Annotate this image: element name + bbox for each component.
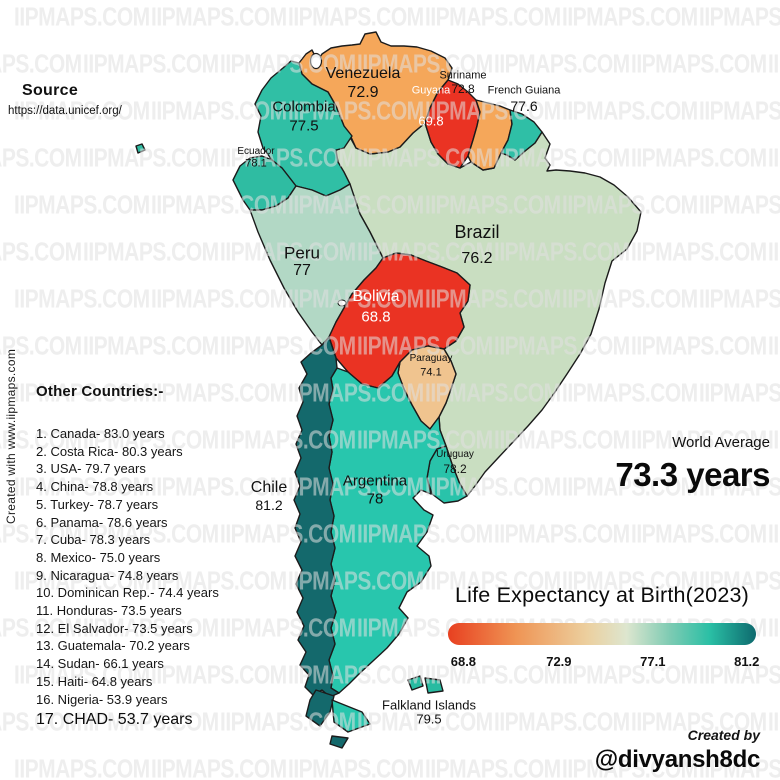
legend-tick-label: 68.8	[450, 654, 477, 669]
lake-maracaibo	[309, 52, 323, 70]
country-label-bolivia-name: Bolivia	[352, 288, 400, 305]
country-label-peru-value: 77	[293, 262, 311, 279]
other-country-item: 15. Haiti- 64.8 years	[36, 673, 153, 689]
other-country-item: 5. Turkey- 78.7 years	[36, 496, 159, 512]
legend-tick-label: 81.2	[734, 654, 760, 669]
country-label-chile-value: 81.2	[255, 497, 283, 513]
side-credit: Created with www.iipmaps.com	[4, 348, 18, 524]
creator-block: Created by @divyansh8dc	[594, 727, 761, 774]
other-countries-block: Other Countries:- 1. Canada- 83.0 years 2…	[36, 383, 219, 729]
tierra-del-fuego-west	[305, 689, 335, 727]
galapagos-island	[135, 143, 146, 154]
country-label-guyana-name: Guyana	[411, 84, 451, 97]
tierra-del-fuego-east	[331, 699, 371, 733]
creator-handle: @divyansh8dc	[594, 746, 761, 773]
country-label-venezuela-name: Venezuela	[325, 65, 401, 82]
other-country-item: 13. Guatemala- 70.2 years	[36, 638, 190, 654]
world-average-label: World Average	[672, 434, 770, 451]
other-country-item: 4. China- 78.8 years	[36, 479, 154, 495]
country-label-french-guiana-value: 77.6	[510, 98, 538, 114]
country-label-brazil-value: 76.2	[461, 250, 493, 267]
other-country-item: 9. Nicaragua- 74.8 years	[36, 567, 179, 583]
country-label-brazil-name: Brazil	[454, 222, 500, 242]
falkland-island-west	[407, 675, 424, 691]
country-label-chile-name: Chile	[250, 479, 288, 496]
world-average-block: World Average 73.3 years	[615, 434, 770, 494]
other-country-item: 8. Mexico- 75.0 years	[36, 549, 161, 565]
country-label-uruguay-value: 78.2	[443, 462, 467, 476]
other-country-item: 11. Honduras- 73.5 years	[36, 603, 182, 619]
other-countries-list: 1. Canada- 83.0 years 2. Costa Rica- 80.3…	[36, 425, 219, 708]
country-label-ecuador-name: Ecuador	[237, 146, 275, 157]
country-label-colombia-name: Colombia	[272, 98, 336, 116]
cape-horn-island	[329, 735, 349, 749]
other-countries-heading: Other Countries:-	[36, 383, 164, 400]
country-shape-guyana	[424, 79, 481, 169]
country-label-french-guiana-name: French Guiana	[487, 84, 561, 97]
legend-gradient-bar	[448, 623, 756, 645]
country-label-falkland-islands-name: Falkland Islands	[382, 697, 476, 713]
legend-tick-label: 72.9	[546, 654, 572, 669]
legend-title: Life Expectancy at Birth(2023)	[454, 583, 749, 607]
other-country-item: 7. Cuba- 78.3 years	[36, 532, 151, 548]
legend-tick-label: 77.1	[640, 654, 666, 669]
source-label: Source	[22, 82, 79, 99]
other-country-item: 6. Panama- 78.6 years	[36, 514, 168, 530]
other-country-item: 14. Sudan- 66.1 years	[36, 656, 164, 672]
country-label-venezuela-value: 72.9	[347, 84, 379, 101]
legend-block: Life Expectancy at Birth(2023) 68.8 72.9 7…	[430, 583, 774, 670]
country-label-paraguay-name: Paraguay	[409, 353, 453, 364]
world-average-value: 73.3 years	[615, 456, 770, 493]
creator-prefix: Created by	[687, 727, 760, 743]
country-label-guyana-value: 69.8	[418, 113, 444, 129]
country-label-suriname-name: Suriname	[439, 69, 487, 82]
falkland-island-east	[424, 677, 444, 694]
legend-ticks: 68.8 72.9 77.1 81.2	[448, 654, 760, 670]
country-label-paraguay-value: 74.1	[420, 366, 442, 379]
other-country-item: 12. El Salvador- 73.5 years	[36, 620, 193, 636]
country-label-bolivia-value: 68.8	[361, 308, 391, 326]
country-label-ecuador-value: 78.1	[245, 157, 267, 170]
other-countries-highlight: 17. CHAD- 53.7 years	[36, 711, 193, 729]
country-label-falkland-islands-value: 79.5	[416, 711, 442, 727]
other-country-item: 10. Dominican Rep.- 74.4 years	[36, 585, 219, 601]
other-country-item: 1. Canada- 83.0 years	[36, 426, 165, 441]
source-url: https://data.unicef.org/	[8, 105, 122, 117]
source-block: Source https://data.unicef.org/	[8, 82, 122, 117]
other-country-item: 3. USA- 79.7 years	[36, 461, 146, 477]
other-country-item: 2. Costa Rica- 80.3 years	[36, 443, 183, 459]
country-label-colombia-value: 77.5	[289, 117, 319, 135]
country-shape-french-guiana	[500, 109, 543, 161]
country-label-argentina-value: 78	[366, 490, 384, 508]
other-country-item: 16. Nigeria- 53.9 years	[36, 691, 168, 707]
country-label-suriname-value: 72.8	[451, 82, 475, 96]
country-label-peru-name: Peru	[284, 243, 320, 263]
lake-titicaca	[337, 299, 347, 307]
country-label-uruguay-name: Uruguay	[436, 449, 474, 460]
country-label-argentina-name: Argentina	[342, 472, 408, 490]
